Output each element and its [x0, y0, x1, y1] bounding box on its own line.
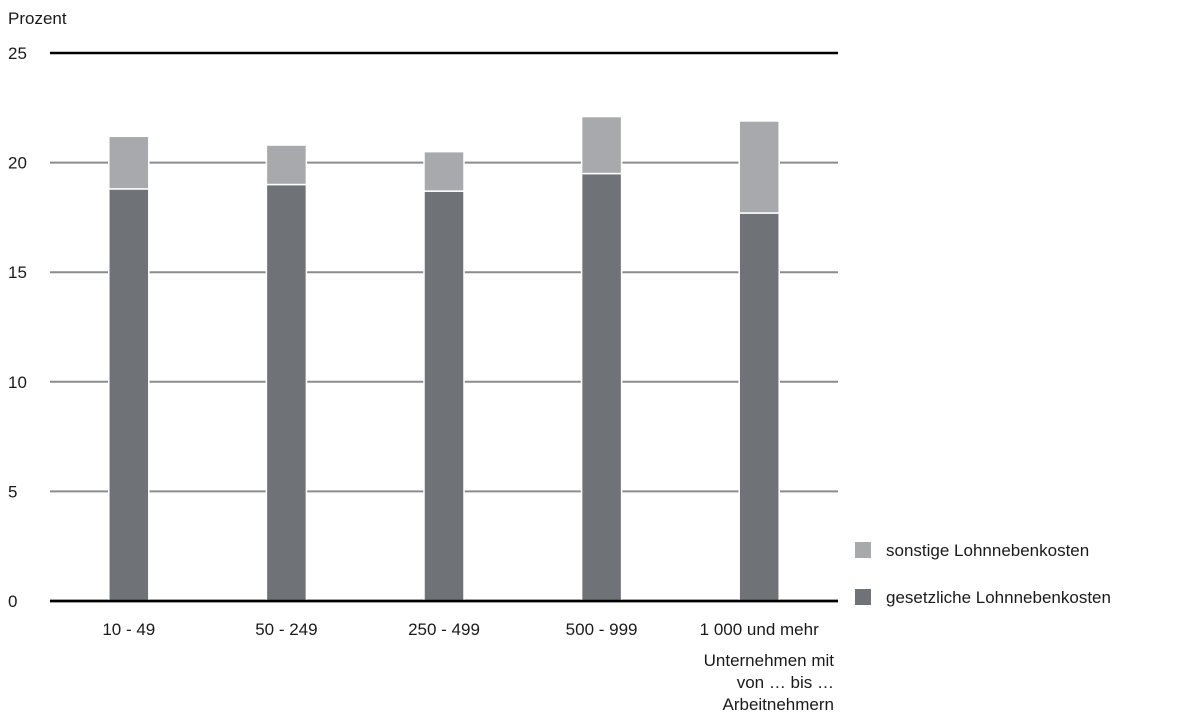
bar-segment-gesetzliche: [738, 212, 780, 602]
bar-segment-sonstige: [580, 115, 623, 175]
bar-segment-gesetzliche: [108, 188, 150, 602]
legend-swatch: [855, 542, 871, 558]
legend: sonstige Lohnnebenkosten gesetzliche Lohn…: [855, 541, 1111, 607]
y-tick-labels: 0 5 10 15 20 25: [8, 44, 27, 611]
bar-segment-sonstige: [423, 150, 465, 192]
y-tick-label: 5: [8, 482, 17, 501]
x-tick-label: 250 - 499: [408, 620, 480, 639]
bars: [50, 115, 838, 603]
bar-segment-gesetzliche: [265, 183, 308, 602]
x-tick-label: 1 000 und mehr: [700, 620, 819, 639]
bar-segment-sonstige: [738, 120, 780, 214]
bar-segment-gesetzliche: [580, 172, 623, 602]
y-tick-label: 0: [8, 592, 17, 611]
bar-segment-gesetzliche: [423, 190, 465, 602]
y-tick-label: 20: [8, 154, 27, 173]
bar-segment-sonstige: [108, 135, 150, 190]
x-tick-labels: 10 - 49 50 - 249 250 - 499 500 - 999 1 000 u…: [102, 620, 819, 639]
bar-segment-sonstige: [265, 144, 308, 186]
x-axis-title: Unternehmen mit von … bis … Arbeitnehmern: [704, 651, 835, 714]
x-axis-title-line: Arbeitnehmern: [722, 695, 834, 714]
legend-swatch: [855, 589, 871, 605]
y-tick-label: 10: [8, 373, 27, 392]
y-tick-label: 15: [8, 263, 27, 282]
x-tick-label: 50 - 249: [255, 620, 317, 639]
x-tick-label: 10 - 49: [102, 620, 155, 639]
y-tick-label: 25: [8, 44, 27, 63]
y-axis-title: Prozent: [8, 9, 67, 28]
x-axis-title-line: von … bis …: [737, 673, 834, 692]
x-tick-label: 500 - 999: [566, 620, 638, 639]
legend-label: gesetzliche Lohnnebenkosten: [886, 588, 1111, 607]
legend-label: sonstige Lohnnebenkosten: [886, 541, 1089, 560]
x-axis-title-line: Unternehmen mit: [704, 651, 835, 670]
